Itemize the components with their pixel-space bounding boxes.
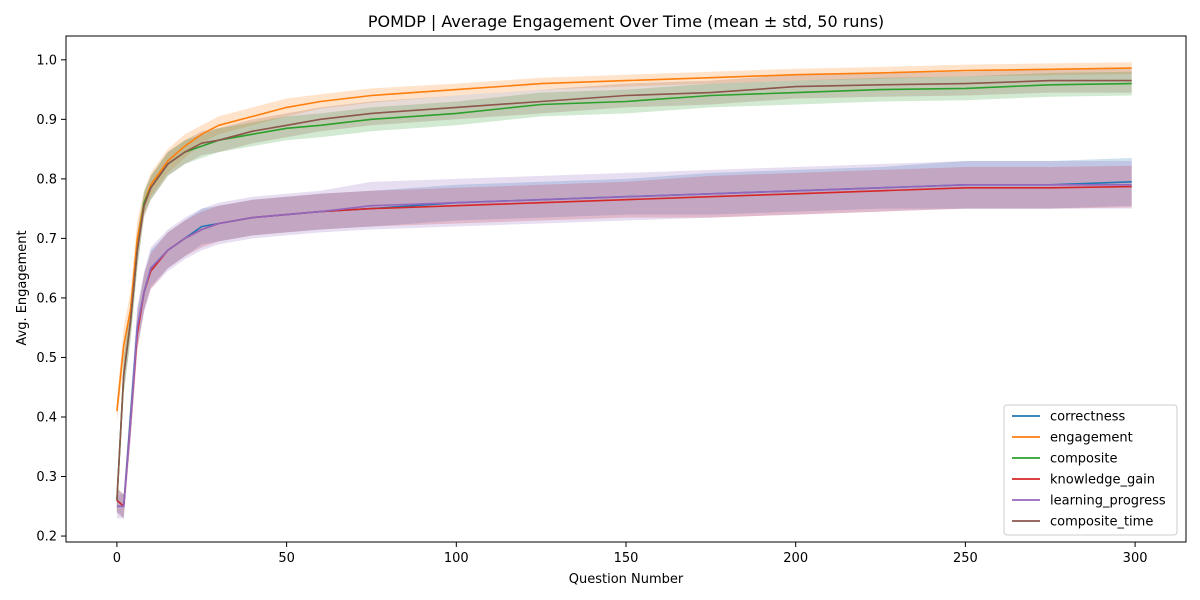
legend-label-engagement: engagement bbox=[1050, 431, 1133, 446]
y-tick-label: 0.5 bbox=[36, 351, 57, 366]
y-axis-ticks: 0.2 0.3 0.4 0.5 0.6 0.7 0.8 0.9 1.0 bbox=[36, 53, 66, 545]
x-axis-title: Question Number bbox=[569, 572, 684, 587]
series-line-composite-time bbox=[116, 79, 1132, 501]
y-tick-label: 0.8 bbox=[36, 172, 57, 187]
std-band-learning-progress bbox=[116, 161, 1132, 519]
legend-items: correctness engagement composite knowledge_… bbox=[1012, 410, 1166, 530]
series-line-learning-progress bbox=[116, 184, 1132, 508]
legend-label-composite-time: composite_time bbox=[1050, 515, 1153, 530]
x-tick-label: 300 bbox=[1123, 551, 1148, 566]
y-tick-label: 0.9 bbox=[36, 113, 57, 128]
x-tick-label: 200 bbox=[783, 551, 808, 566]
x-tick-label: 100 bbox=[444, 551, 469, 566]
y-axis-title: Avg. Engagement bbox=[15, 230, 30, 345]
y-tick-label: 0.2 bbox=[36, 530, 57, 545]
y-tick-label: 1.0 bbox=[36, 53, 57, 68]
y-tick-label: 0.4 bbox=[36, 410, 57, 425]
y-tick-label: 0.6 bbox=[36, 291, 57, 306]
x-tick-label: 50 bbox=[278, 551, 295, 566]
x-tick-label: 150 bbox=[614, 551, 639, 566]
x-tick-label: 250 bbox=[953, 551, 978, 566]
legend-label-correctness: correctness bbox=[1050, 410, 1126, 425]
y-tick-label: 0.3 bbox=[36, 470, 57, 485]
std-band-correctness bbox=[116, 158, 1132, 519]
legend-label-knowledge-gain: knowledge_gain bbox=[1050, 473, 1155, 488]
legend: correctness engagement composite knowledge_… bbox=[1003, 404, 1178, 536]
x-tick-label: 0 bbox=[113, 551, 121, 566]
legend-label-learning-progress: learning_progress bbox=[1050, 494, 1166, 509]
legend-label-composite: composite bbox=[1050, 452, 1117, 467]
y-tick-label: 0.7 bbox=[36, 232, 57, 247]
x-axis-ticks: 0 50 100 150 200 250 300 bbox=[113, 542, 1148, 566]
series-lines bbox=[116, 67, 1132, 508]
std-bands bbox=[116, 62, 1132, 519]
chart-title: POMDP | Average Engagement Over Time (me… bbox=[368, 12, 884, 31]
legend-box bbox=[1003, 404, 1178, 536]
std-band-knowledge-gain bbox=[116, 165, 1132, 519]
